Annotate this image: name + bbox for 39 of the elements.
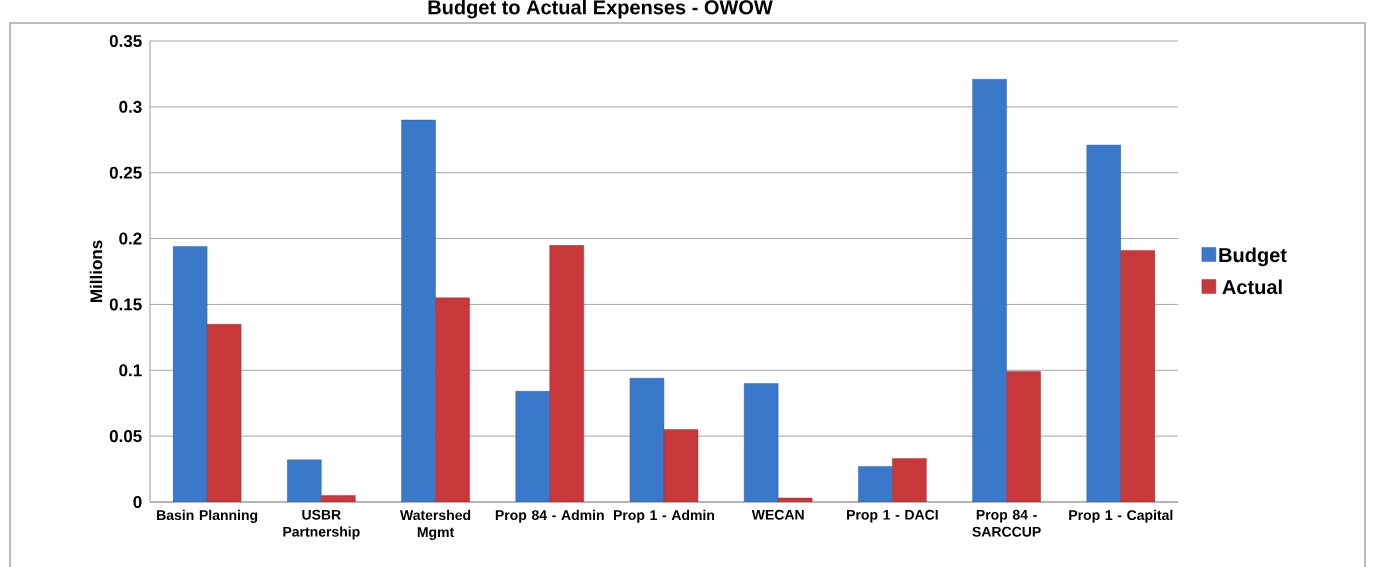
x-tick-label: Prop 1 - Admin bbox=[613, 509, 715, 523]
bar bbox=[206, 323, 242, 502]
bar bbox=[321, 495, 356, 502]
y-tick-label: 0 bbox=[133, 495, 142, 509]
y-tick-label: 0.3 bbox=[119, 100, 142, 113]
x-tick-label: Prop 84 - Admin bbox=[495, 509, 604, 523]
y-tick-label: 0.2 bbox=[119, 232, 142, 245]
x-tick-label: Basin Planning bbox=[157, 509, 258, 523]
y-tick-label: 0.35 bbox=[109, 34, 142, 48]
x-tick-label: Prop 84 - SARCCUP bbox=[972, 509, 1041, 537]
bar bbox=[777, 497, 813, 502]
bar bbox=[858, 466, 893, 502]
bar bbox=[435, 297, 470, 502]
bar bbox=[515, 391, 550, 502]
bar bbox=[629, 377, 665, 502]
y-tick-label: 0.05 bbox=[109, 430, 142, 443]
x-tick-label: Watershed Mgmt bbox=[400, 509, 471, 540]
x-tick-label: USBR Partnership bbox=[283, 509, 360, 540]
legend-label: Budget bbox=[1219, 247, 1287, 267]
chart-title: Budget to Actual Expenses - OWOW bbox=[428, 0, 773, 19]
bar bbox=[972, 78, 1007, 502]
bar bbox=[1086, 144, 1121, 502]
y-tick-label: 0.25 bbox=[109, 166, 142, 179]
bar bbox=[892, 458, 927, 502]
bar bbox=[549, 244, 584, 502]
y-axis-title: Millions bbox=[89, 240, 103, 302]
bar bbox=[743, 383, 779, 502]
x-tick-label: WECAN bbox=[751, 509, 804, 520]
bar bbox=[1006, 371, 1041, 502]
bar bbox=[172, 246, 208, 502]
y-tick-label: 0.1 bbox=[119, 364, 142, 377]
bar bbox=[1120, 250, 1155, 502]
bar bbox=[663, 429, 699, 502]
x-tick-label: Prop 1 - DACI bbox=[847, 509, 938, 523]
legend-label: Actual bbox=[1222, 279, 1282, 295]
y-tick-label: 0.15 bbox=[109, 298, 142, 311]
bar bbox=[401, 119, 436, 502]
bar bbox=[287, 459, 322, 502]
x-tick-label: Prop 1 - Capital bbox=[1069, 509, 1173, 523]
